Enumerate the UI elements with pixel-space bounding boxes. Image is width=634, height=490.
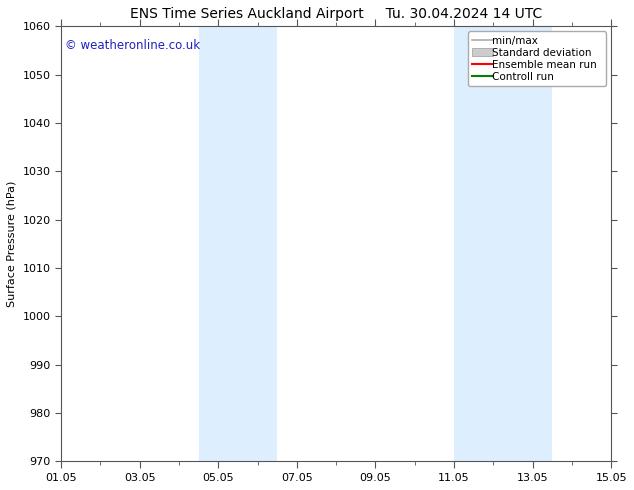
Y-axis label: Surface Pressure (hPa): Surface Pressure (hPa)	[7, 181, 17, 307]
Bar	[198, 26, 277, 461]
Title: ENS Time Series Auckland Airport     Tu. 30.04.2024 14 UTC: ENS Time Series Auckland Airport Tu. 30.…	[130, 7, 542, 21]
Legend: min/max, Standard deviation, Ensemble mean run, Controll run: min/max, Standard deviation, Ensemble me…	[468, 31, 606, 86]
Bar	[454, 26, 552, 461]
Text: © weatheronline.co.uk: © weatheronline.co.uk	[65, 39, 200, 52]
